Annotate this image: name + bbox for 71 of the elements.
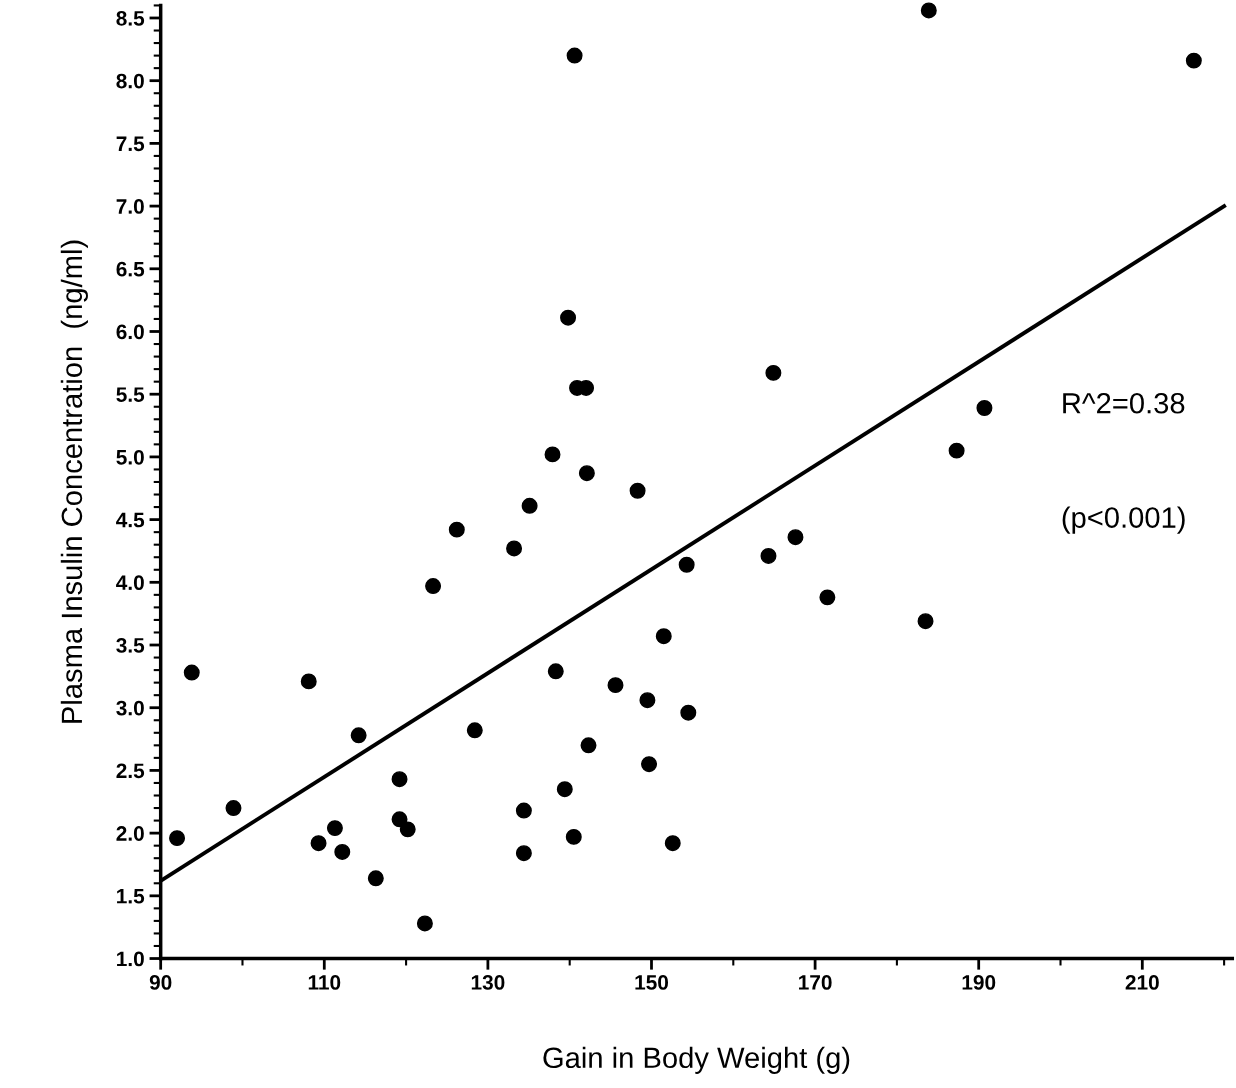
y-tick-label: 6.0	[116, 324, 144, 340]
point	[169, 830, 186, 847]
annotation: R^2=0.38	[1063, 392, 1185, 414]
y-tick-label: 5.0	[116, 449, 144, 465]
y-tick-label: 3.5	[116, 638, 145, 653]
point	[976, 400, 993, 416]
point	[515, 802, 532, 819]
point	[629, 482, 646, 499]
point	[350, 727, 367, 744]
point	[466, 722, 483, 739]
y-tick-label: 7.5	[116, 136, 145, 152]
point	[948, 442, 965, 459]
y-tick-label: 6.5	[116, 261, 145, 277]
y-tick-label: 4.0	[116, 575, 144, 591]
x-tick-label: 90	[149, 975, 172, 990]
point	[310, 835, 327, 852]
y-tick-label: 2.5	[116, 763, 145, 779]
y-tick-label: 8.0	[116, 73, 144, 89]
point	[334, 843, 351, 860]
x-axis-title: Gain in Body Weight (g)	[543, 1046, 850, 1074]
point	[416, 915, 433, 932]
point	[580, 737, 597, 754]
point	[765, 364, 782, 381]
x-tick-label: 130	[471, 975, 505, 990]
point	[183, 664, 200, 681]
point	[760, 547, 777, 564]
point	[664, 835, 681, 852]
point	[655, 628, 672, 645]
point	[556, 781, 573, 798]
point	[819, 589, 836, 606]
point	[566, 47, 583, 64]
point	[326, 820, 343, 837]
x-tick-label: 210	[1125, 975, 1159, 990]
y-tick-label: 3.0	[116, 700, 144, 716]
point	[521, 497, 538, 514]
y-tick-label: 7.0	[116, 199, 144, 214]
point	[680, 704, 697, 721]
point	[300, 673, 317, 690]
point	[544, 446, 561, 463]
y-axis-title: Plasma Insulin Concentration (ng/ml)	[60, 240, 88, 723]
point	[225, 800, 242, 817]
point	[448, 521, 465, 538]
point	[565, 828, 582, 845]
y-tick-label: 1.0	[117, 951, 144, 967]
y-tick-label: 5.5	[116, 387, 145, 402]
point	[547, 663, 564, 680]
x-tick-label: 110	[308, 975, 341, 990]
point	[560, 309, 577, 326]
point	[367, 870, 384, 887]
y-tick-label: 8.5	[116, 10, 145, 26]
annotation: (p<0.001)	[1062, 506, 1185, 534]
point	[920, 2, 937, 19]
point	[391, 771, 408, 788]
point	[399, 821, 416, 838]
point	[515, 845, 532, 862]
point	[578, 465, 595, 482]
point	[787, 529, 804, 546]
x-tick-label: 190	[962, 975, 996, 990]
point	[641, 756, 658, 773]
point	[506, 540, 523, 557]
x-tick-label: 150	[635, 975, 669, 990]
point	[1185, 52, 1202, 69]
y-tick-label: 4.5	[116, 512, 145, 528]
point	[917, 613, 934, 630]
point	[639, 692, 656, 709]
point	[678, 556, 695, 573]
x-tick-label: 170	[799, 975, 832, 990]
point	[607, 677, 624, 694]
y-tick-label: 1.5	[117, 889, 145, 904]
point	[425, 578, 442, 595]
y-tick-label: 2.0	[116, 826, 144, 841]
